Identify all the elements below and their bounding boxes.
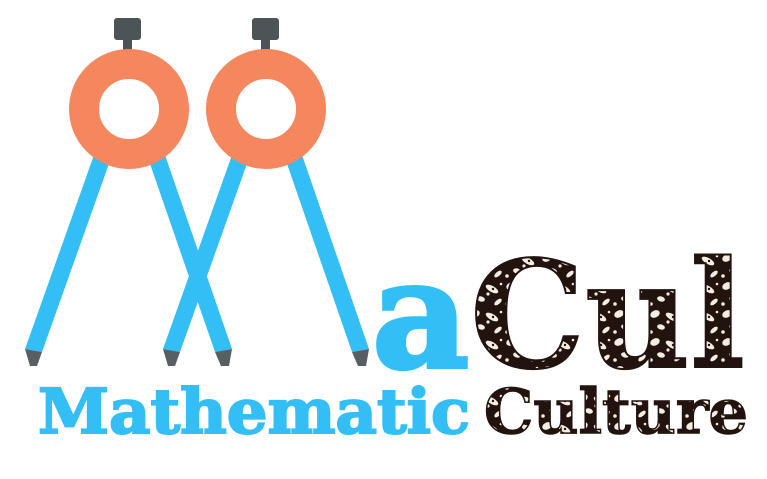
logo-word-cul: Cul <box>470 228 745 402</box>
compass-icon <box>25 18 232 366</box>
compass-icon <box>163 18 369 366</box>
logo-word-culture: Culture <box>484 375 748 448</box>
logo-letter-a: a <box>372 227 469 403</box>
logo-word-mathematic: Mathematic <box>38 375 470 448</box>
